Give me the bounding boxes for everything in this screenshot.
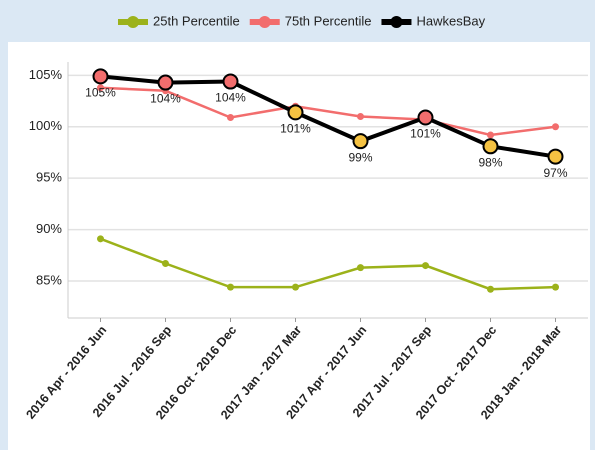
legend-label: 75th Percentile xyxy=(285,13,372,28)
data-label: 104% xyxy=(215,91,246,105)
data-label: 98% xyxy=(478,155,502,169)
marker xyxy=(227,283,234,291)
marker xyxy=(482,138,499,155)
legend-swatch-marker xyxy=(258,16,271,28)
marker xyxy=(552,123,559,131)
y-tick-label: 85% xyxy=(36,272,62,287)
marker xyxy=(357,264,364,272)
legend-item: 75th Percentile xyxy=(249,13,372,28)
marker xyxy=(552,283,559,291)
data-label: 104% xyxy=(150,92,181,106)
legend-label: HawkesBay xyxy=(416,13,485,28)
marker xyxy=(357,112,364,120)
marker xyxy=(92,68,109,85)
series-line xyxy=(100,86,556,137)
data-label: 97% xyxy=(543,166,567,180)
marker xyxy=(157,74,174,91)
marker xyxy=(227,114,234,122)
marker xyxy=(222,73,239,90)
marker xyxy=(162,260,169,268)
marker xyxy=(287,104,304,121)
data-label: 101% xyxy=(410,127,441,141)
marker xyxy=(547,148,564,165)
y-tick-label: 90% xyxy=(36,221,62,236)
data-label: 105% xyxy=(85,86,116,100)
legend-swatch-marker xyxy=(390,16,403,28)
legend-item: 25th Percentile xyxy=(118,13,240,28)
data-label: 101% xyxy=(280,122,311,136)
marker xyxy=(292,283,299,291)
marker xyxy=(97,84,104,92)
marker xyxy=(417,109,434,126)
legend-label: 25th Percentile xyxy=(153,13,240,28)
y-tick-label: 95% xyxy=(36,170,62,185)
marker xyxy=(422,262,429,270)
marker xyxy=(97,235,104,243)
marker xyxy=(352,133,369,150)
y-tick-label: 100% xyxy=(29,118,63,133)
series-line xyxy=(100,74,556,159)
y-tick-label: 105% xyxy=(29,67,63,82)
legend-swatch-marker xyxy=(127,16,139,28)
series-line xyxy=(100,237,556,291)
legend-item: HawkesBay xyxy=(381,13,486,28)
marker xyxy=(487,285,494,293)
legend-band xyxy=(0,0,595,42)
marker xyxy=(487,131,494,139)
data-label: 99% xyxy=(348,150,372,164)
